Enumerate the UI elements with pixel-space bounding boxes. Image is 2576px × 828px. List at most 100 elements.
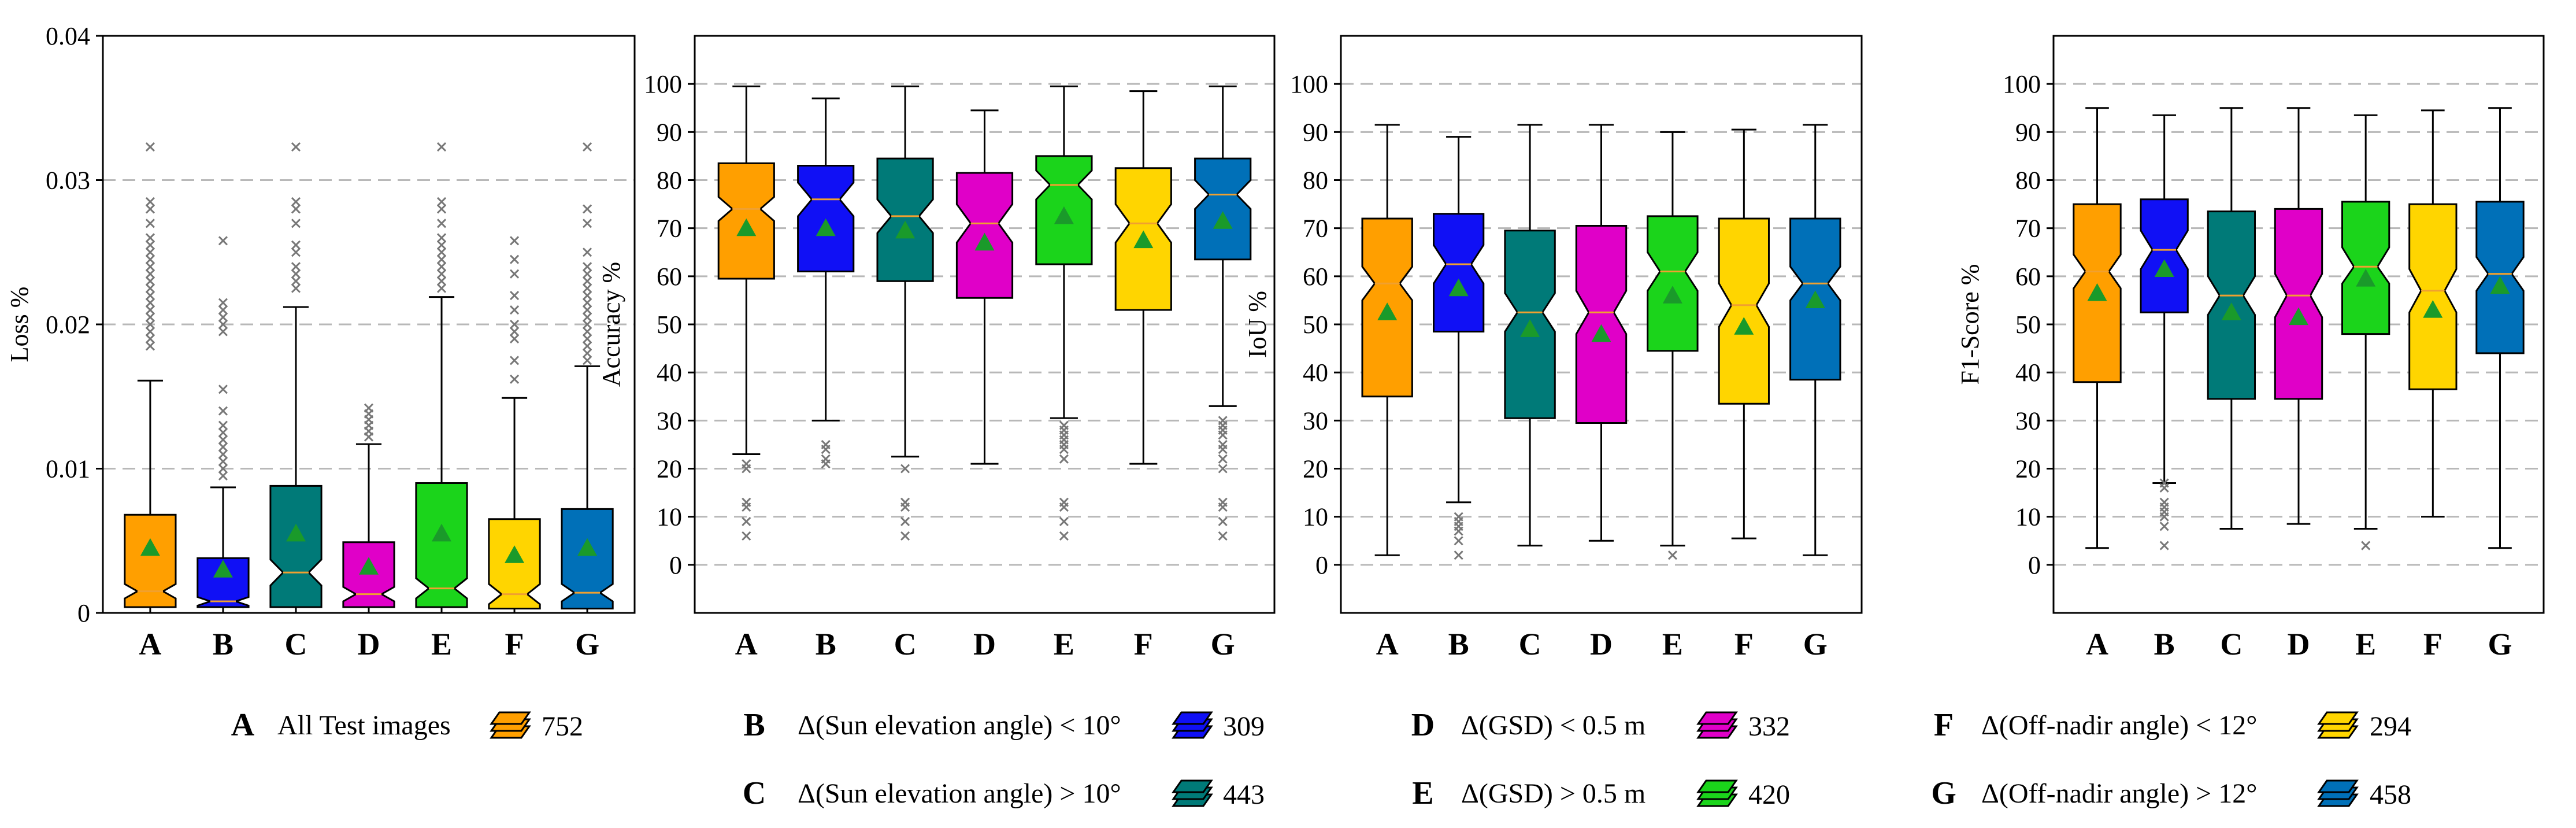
box-body bbox=[488, 518, 541, 609]
flier bbox=[145, 233, 155, 243]
flier bbox=[145, 142, 155, 152]
flier bbox=[436, 240, 447, 250]
y-tick-label: 40 bbox=[657, 358, 682, 387]
flier bbox=[291, 283, 301, 293]
legend-text: Δ(Sun elevation angle) < 10° bbox=[798, 710, 1121, 741]
flier bbox=[900, 516, 910, 527]
y-tick-label: 100 bbox=[1290, 70, 1328, 98]
y-axis-label: IoU % bbox=[1243, 291, 1272, 358]
flier bbox=[291, 142, 301, 152]
flier bbox=[583, 312, 592, 322]
flier bbox=[2361, 541, 2371, 550]
category-label: A bbox=[1376, 627, 1399, 661]
flier bbox=[291, 197, 301, 206]
flier bbox=[1454, 536, 1463, 546]
mean-marker bbox=[2289, 307, 2308, 326]
flier bbox=[2159, 541, 2169, 550]
flier bbox=[1059, 531, 1069, 541]
y-tick-label: 80 bbox=[1303, 167, 1328, 195]
category-label: C bbox=[894, 627, 917, 661]
y-tick-label: 0 bbox=[669, 551, 682, 579]
plot-frame bbox=[102, 35, 636, 614]
flier bbox=[145, 334, 155, 344]
mean-marker bbox=[1591, 324, 1611, 342]
box-A bbox=[717, 85, 775, 541]
flier bbox=[436, 204, 447, 214]
flier bbox=[509, 374, 520, 384]
category-label: D bbox=[2288, 627, 2310, 661]
legend-item-A: A All Test images 752 bbox=[231, 707, 583, 743]
flier bbox=[1218, 430, 1228, 440]
category-label: A bbox=[139, 627, 161, 661]
mean-marker bbox=[2423, 300, 2443, 318]
mean-marker bbox=[895, 220, 916, 239]
flier bbox=[1059, 502, 1069, 512]
y-tick-label: 70 bbox=[657, 215, 682, 243]
flier bbox=[1454, 550, 1463, 560]
y-tick-label: 70 bbox=[2015, 215, 2041, 243]
flier bbox=[583, 334, 592, 344]
legend-letter: G bbox=[1931, 775, 1956, 811]
box-F bbox=[1114, 90, 1172, 465]
category-label: A bbox=[2086, 627, 2108, 661]
y-tick-label: 80 bbox=[657, 167, 682, 195]
legend-item-B: B Δ(Sun elevation angle) < 10° 309 bbox=[743, 707, 1265, 743]
y-tick-label: 30 bbox=[2015, 406, 2041, 435]
flier bbox=[583, 291, 592, 301]
y-tick-label: 70 bbox=[1303, 215, 1328, 243]
flier bbox=[291, 269, 301, 279]
mean-marker bbox=[2154, 259, 2174, 277]
flier bbox=[742, 464, 751, 474]
box-B bbox=[2140, 114, 2189, 550]
legend-text: Δ(Off-nadir angle) < 12° bbox=[1981, 710, 2257, 741]
flier bbox=[436, 283, 447, 293]
flier bbox=[583, 319, 592, 330]
flier bbox=[900, 464, 910, 474]
flier bbox=[436, 254, 447, 264]
flier bbox=[218, 435, 228, 445]
mean-marker bbox=[2221, 302, 2241, 320]
flier bbox=[742, 516, 751, 527]
category-label: F bbox=[1734, 627, 1754, 661]
box-C bbox=[269, 142, 323, 614]
flier bbox=[218, 327, 228, 337]
box-body bbox=[124, 513, 177, 608]
mean-marker bbox=[1054, 206, 1074, 224]
category-label: E bbox=[2355, 627, 2376, 661]
mean-marker bbox=[286, 523, 306, 542]
box-body bbox=[1647, 215, 1699, 352]
box-body bbox=[342, 541, 395, 608]
flier bbox=[145, 219, 155, 228]
flier bbox=[583, 219, 592, 228]
box-B bbox=[1433, 136, 1485, 560]
flier bbox=[218, 298, 228, 308]
flier bbox=[218, 442, 228, 452]
box-D bbox=[342, 403, 395, 614]
y-tick-label: 60 bbox=[1303, 263, 1328, 291]
mean-marker bbox=[1377, 302, 1398, 320]
y-axis-label: Loss % bbox=[5, 287, 34, 363]
flier bbox=[742, 502, 751, 512]
y-tick-label: 90 bbox=[2015, 118, 2041, 146]
flier bbox=[218, 464, 228, 474]
legend-letter: C bbox=[743, 775, 766, 811]
flier bbox=[583, 283, 592, 293]
flier bbox=[1059, 516, 1069, 527]
y-tick-label: 10 bbox=[2015, 503, 2041, 531]
y-tick-label: 0.04 bbox=[46, 22, 90, 50]
category-label: E bbox=[1662, 627, 1683, 661]
box-body bbox=[269, 485, 323, 608]
y-tick-label: 20 bbox=[2015, 455, 2041, 483]
legend-count: 420 bbox=[1748, 779, 1790, 810]
mean-marker bbox=[1213, 211, 1233, 229]
flier bbox=[583, 305, 592, 315]
flier bbox=[583, 204, 592, 214]
box-E bbox=[1647, 131, 1699, 560]
category-label: B bbox=[816, 627, 836, 661]
flier bbox=[218, 449, 228, 459]
legend-item-D: D Δ(GSD) < 0.5 m 332 bbox=[1411, 707, 1790, 743]
category-label: G bbox=[575, 627, 599, 661]
category-label: F bbox=[2423, 627, 2442, 661]
box-A bbox=[1361, 124, 1413, 556]
